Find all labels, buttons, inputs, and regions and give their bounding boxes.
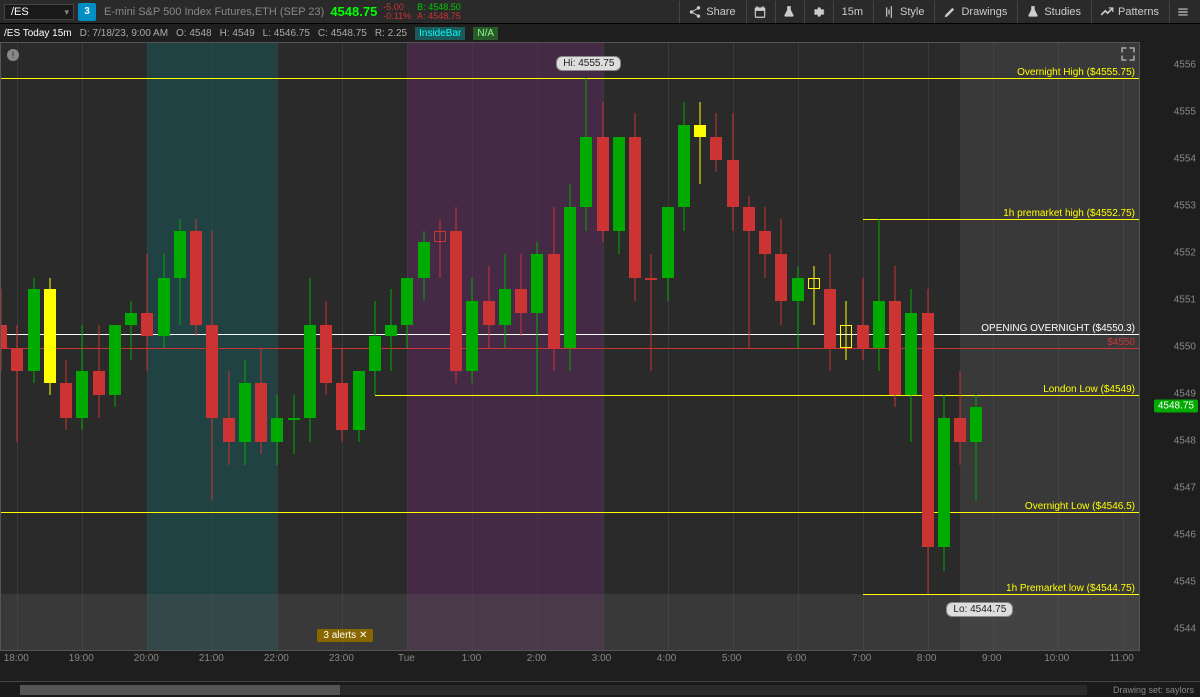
x-axis: 18:0019:0020:0021:0022:0023:00Tue1:002:0… [0, 651, 1140, 679]
symbol-input[interactable]: /ES [4, 4, 74, 20]
price-change: -5.00-0.11% [383, 3, 411, 21]
share-button[interactable]: Share [679, 1, 743, 23]
last-price: 4548.75 [330, 4, 377, 19]
drawing-set-status: Drawing set: saylors [1107, 685, 1200, 695]
info-bar: /ES Today 15m D: 7/18/23, 9:00 AM O: 454… [0, 24, 1200, 42]
ohlc-open: O: 4548 [176, 28, 212, 39]
na-badge: N/A [473, 27, 498, 40]
list-icon[interactable] [1169, 1, 1196, 23]
bid-ask: B: 4548.50 A: 4548.75 [417, 3, 461, 21]
info-icon[interactable]: ! [7, 49, 19, 61]
y-axis: 4544454545464547454845494550455145524553… [1140, 42, 1200, 651]
chart-plot-area[interactable]: ! Overnight High ($4555.75)1h premarket … [0, 42, 1140, 651]
flask-icon[interactable] [775, 1, 802, 23]
expand-icon[interactable] [1119, 45, 1137, 63]
drawings-button[interactable]: Drawings [934, 1, 1015, 23]
ohlc-range: R: 2.25 [375, 28, 407, 39]
gear-icon[interactable] [804, 1, 831, 23]
ohlc-close: C: 4548.75 [318, 28, 367, 39]
calendar-icon[interactable] [746, 1, 773, 23]
patterns-button[interactable]: Patterns [1091, 1, 1167, 23]
chart-container: ! Overnight High ($4555.75)1h premarket … [0, 42, 1200, 679]
timeframe-button[interactable]: 15m [833, 1, 871, 23]
bottom-scrollbar[interactable]: Drawing set: saylors [0, 681, 1200, 697]
pattern-badge: InsideBar [415, 27, 465, 40]
studies-button[interactable]: Studies [1017, 1, 1089, 23]
ohlc-date: D: 7/18/23, 9:00 AM [80, 28, 168, 39]
symbol-timeframe: /ES Today 15m [4, 28, 72, 39]
style-button[interactable]: Style [873, 1, 932, 23]
ohlc-high: H: 4549 [220, 28, 255, 39]
top-toolbar: /ES 3 E-mini S&P 500 Index Futures,ETH (… [0, 0, 1200, 24]
ohlc-low: L: 4546.75 [263, 28, 310, 39]
alerts-badge[interactable]: 3 alerts ✕ [317, 629, 373, 642]
instrument-name: E-mini S&P 500 Index Futures,ETH (SEP 23… [104, 6, 324, 18]
link-icon[interactable]: 3 [78, 3, 96, 21]
